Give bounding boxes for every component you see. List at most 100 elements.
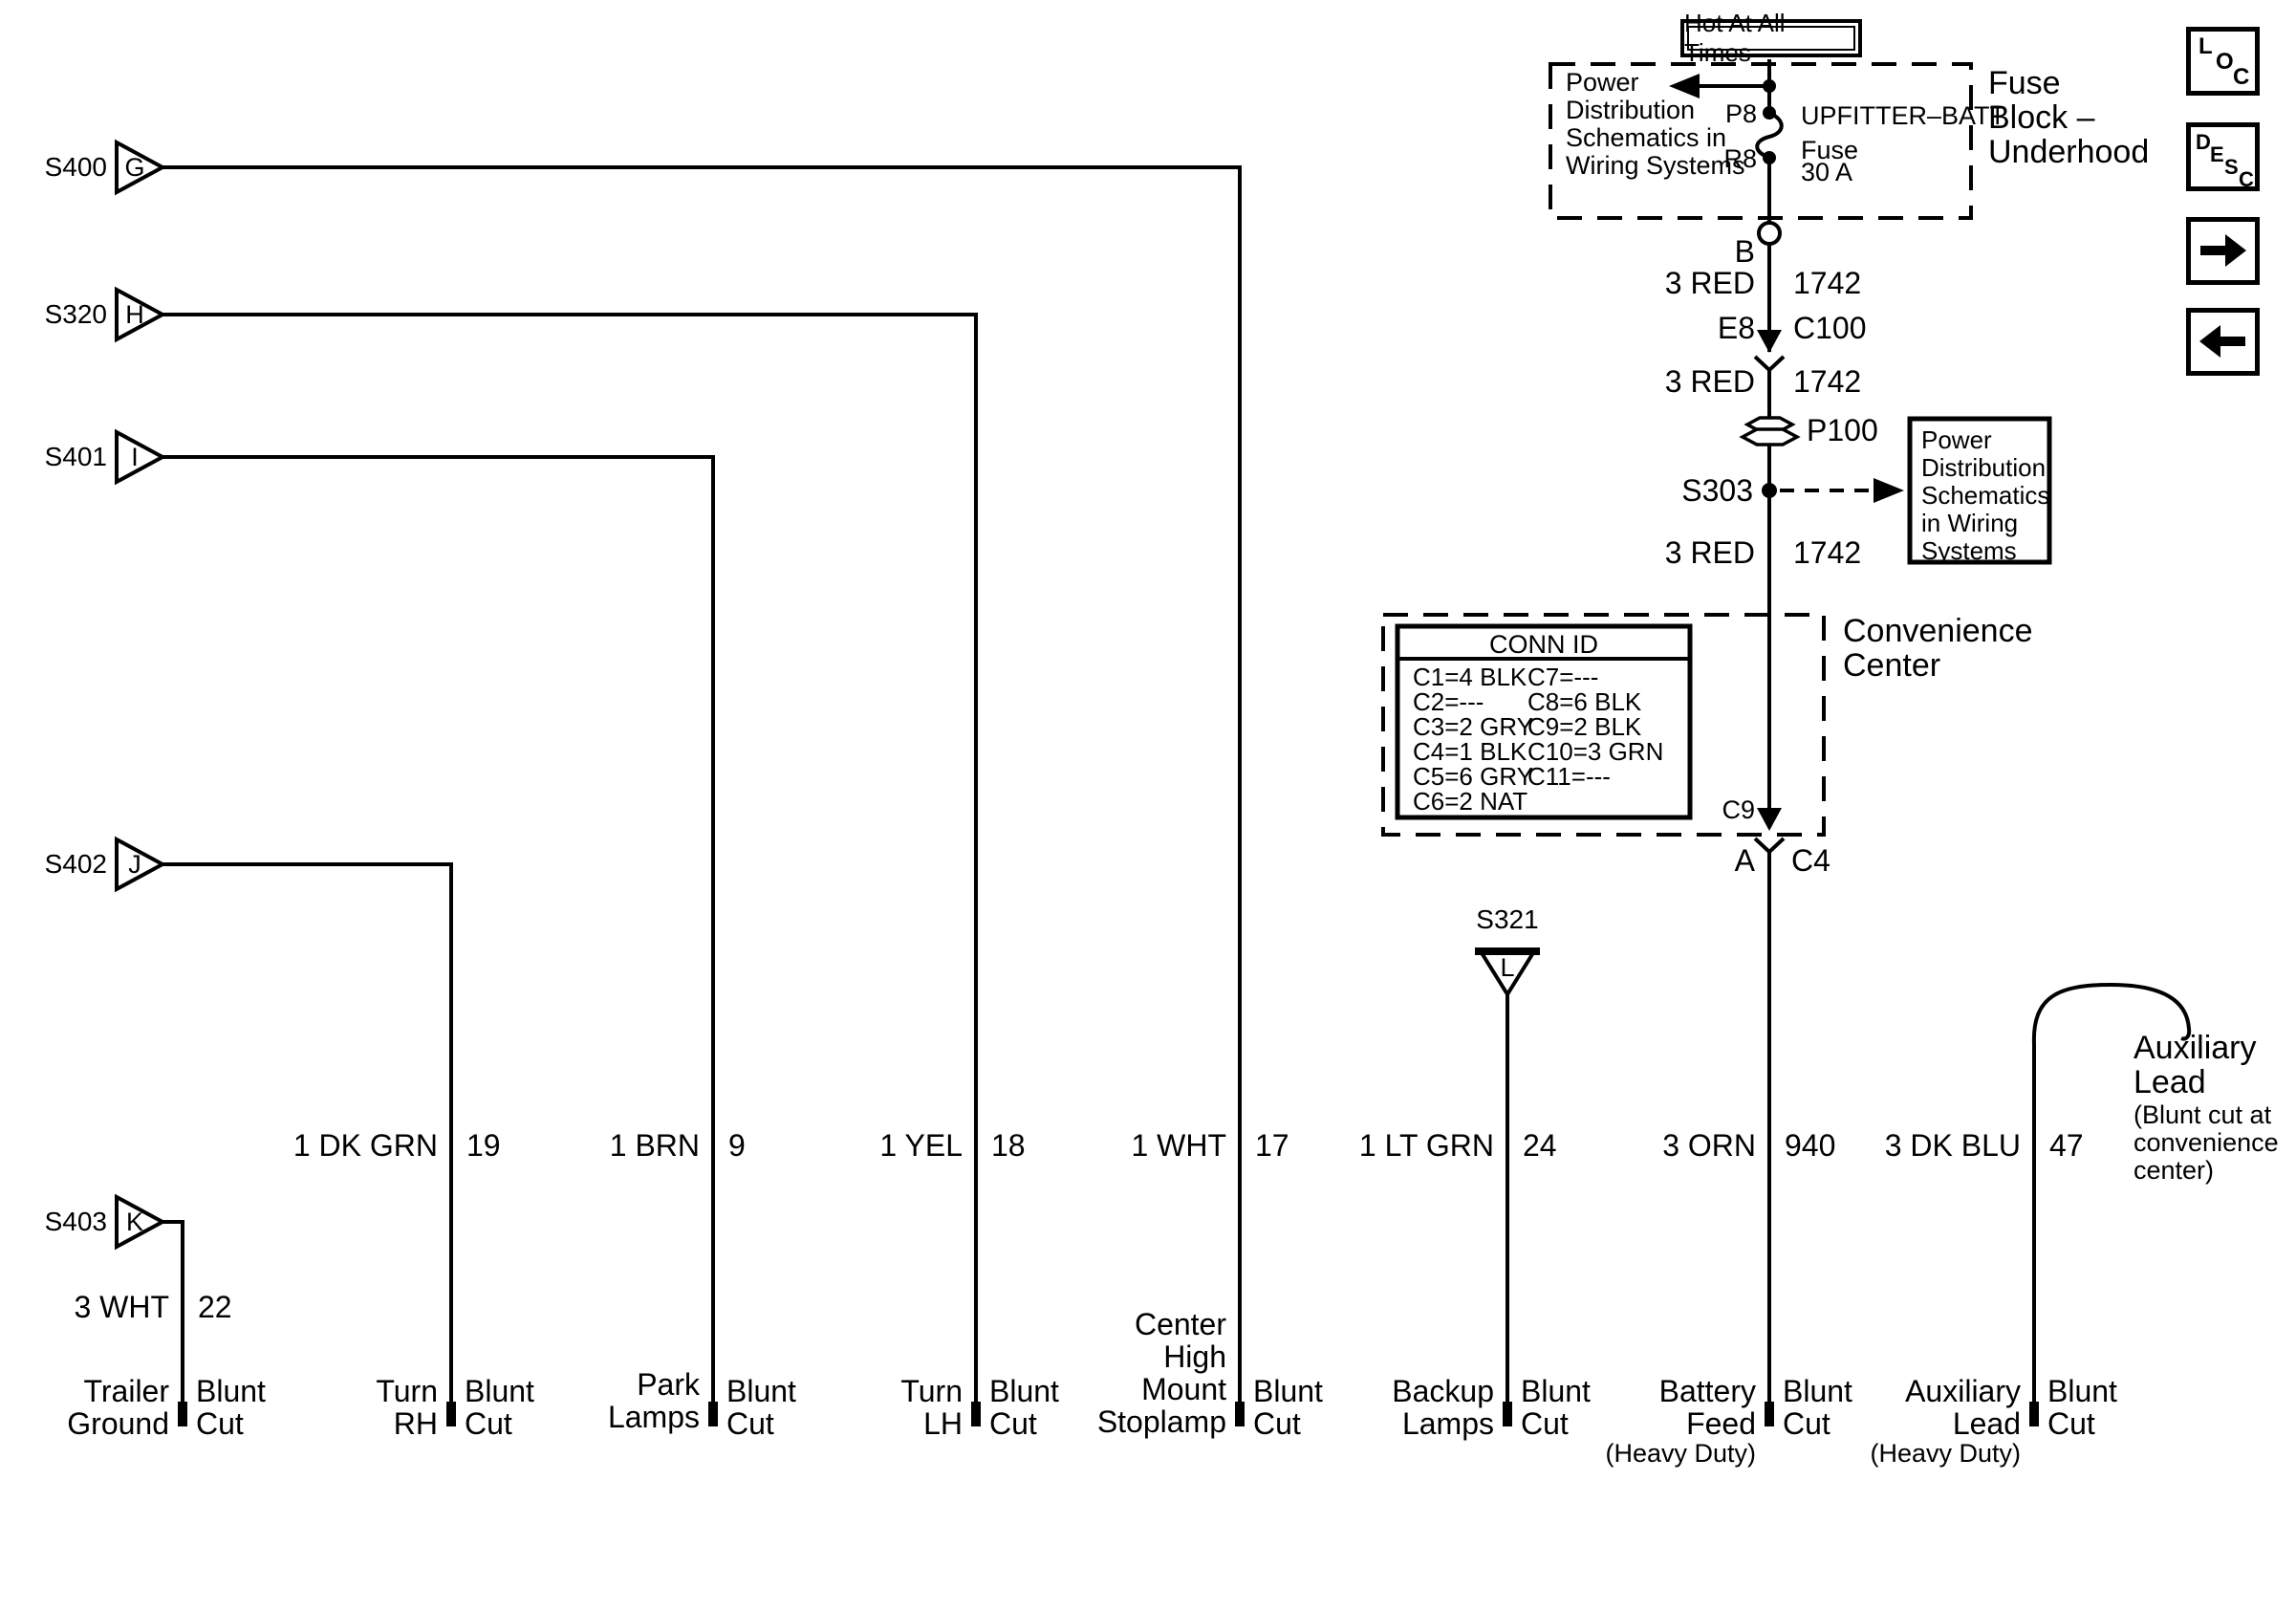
- fuse-block-title-line: Block –: [1988, 99, 2095, 136]
- termination-label: Blunt: [465, 1374, 534, 1408]
- splice-letter: L: [1500, 953, 1515, 982]
- circuit-function: LH: [923, 1406, 963, 1441]
- conn-id-entry: C5=6 GRY: [1413, 762, 1533, 791]
- circuit-function: Stoplamp: [1096, 1404, 1226, 1439]
- hot-box-inner-border: [1687, 26, 1855, 51]
- ref-note-line: Distribution: [1921, 453, 2047, 482]
- grommet-label: P100: [1807, 413, 1878, 447]
- splice-letter: K: [125, 1208, 143, 1236]
- ref-note-line: Schematics: [1921, 481, 2050, 510]
- wire-color-label: 3 ORN: [1662, 1128, 1756, 1163]
- circuit-function-note: (Heavy Duty): [1605, 1439, 1756, 1468]
- wire-turn-rh: [162, 862, 453, 1404]
- circuit-function: Turn: [900, 1374, 963, 1408]
- loc-letter: O: [2216, 49, 2234, 75]
- circuit-number: 1742: [1793, 266, 1862, 300]
- splice-letter: I: [131, 443, 139, 471]
- circuit-function-note: (Heavy Duty): [1870, 1439, 2021, 1468]
- circuit-function: Center: [1134, 1307, 1226, 1341]
- fuse-pin-r8: R8: [1723, 144, 1757, 173]
- conn-id-entry: C7=---: [1527, 663, 1599, 691]
- termination-label: Cut: [1253, 1406, 1301, 1441]
- circuit-function: Feed: [1686, 1406, 1756, 1441]
- wire-color-label: 1 DK GRN: [292, 1128, 438, 1163]
- back-button[interactable]: [2186, 308, 2260, 376]
- conn-id-entry: C10=3 GRN: [1527, 737, 1664, 766]
- splice-triangle-s320: [115, 286, 167, 343]
- fuse-note-line: Power: [1566, 68, 1639, 97]
- circuit-function: RH: [393, 1406, 438, 1441]
- wire-color-label: 1 BRN: [609, 1128, 700, 1163]
- wire-color-label: 1 LT GRN: [1358, 1128, 1494, 1163]
- circuit-function: High: [1163, 1339, 1226, 1374]
- splice-id-s400: S400: [44, 152, 107, 182]
- circuit-number: 17: [1255, 1128, 1289, 1163]
- conn-id-entry: C4=1 BLK: [1413, 737, 1527, 766]
- fuse-pin-p8: P8: [1724, 99, 1757, 128]
- circuit-number: 18: [991, 1128, 1026, 1163]
- loc-button[interactable]: L O C: [2186, 27, 2260, 96]
- termination-label: Blunt: [989, 1374, 1059, 1408]
- desc-letter: E: [2210, 142, 2224, 166]
- wire-chmsl: [162, 165, 1242, 1404]
- ref-note-line: Systems: [1921, 536, 2017, 565]
- circuit-function: Lead: [1952, 1406, 2021, 1441]
- splice-id-s401: S401: [44, 442, 107, 471]
- conn-id-entry: C2=---: [1413, 687, 1484, 716]
- grommet-p100-icon: [1739, 427, 1801, 446]
- desc-letter: D: [2196, 130, 2211, 154]
- power-feed-label: Hot At All Times: [1684, 9, 1786, 67]
- circuit-function: Lamps: [1401, 1406, 1494, 1441]
- wire-color-label: 3 RED: [1664, 266, 1755, 300]
- termination-label: Cut: [989, 1406, 1037, 1441]
- circuit-function: Trailer: [83, 1374, 169, 1408]
- termination-label: Blunt: [726, 1374, 796, 1408]
- loc-letter: C: [2233, 64, 2250, 90]
- termination-label: Cut: [2047, 1406, 2095, 1441]
- fuse-note-line: Schematics in: [1566, 123, 1727, 152]
- splice-id-s402: S402: [44, 849, 107, 879]
- connector-pin-label: E8: [1717, 311, 1755, 345]
- wire-park-lamps: [162, 455, 715, 1404]
- wire-color-label: 3 RED: [1664, 535, 1755, 570]
- fuse-note-line: Wiring Systems: [1566, 151, 1745, 180]
- circuit-function: Backup: [1392, 1374, 1494, 1408]
- aux-lead-note-line: center): [2134, 1156, 2215, 1185]
- conn-id-header: CONN ID: [1489, 630, 1598, 659]
- aux-lead-note-line: (Blunt cut at: [2134, 1100, 2272, 1129]
- splice-id-s321: S321: [1476, 904, 1539, 934]
- conn-id-entry: C9=2 BLK: [1527, 712, 1642, 741]
- splice-s303-label: S303: [1681, 473, 1753, 508]
- circuit-number: 9: [728, 1128, 746, 1163]
- wire-color-label: 3 WHT: [74, 1290, 169, 1324]
- conn-id-entry: C8=6 BLK: [1527, 687, 1642, 716]
- s303-ref-arrowhead-icon: [1874, 478, 1904, 503]
- circuit-function: Mount: [1141, 1372, 1226, 1406]
- desc-button[interactable]: D E S C: [2186, 122, 2260, 191]
- splice-letter: H: [125, 300, 144, 329]
- conv-pin-a-label: A: [1734, 843, 1755, 878]
- splice-s303-dot: [1762, 483, 1777, 498]
- splice-triangle-s400: [115, 139, 167, 196]
- termination-label: Blunt: [2047, 1374, 2117, 1408]
- ref-note-line: Power: [1921, 425, 1992, 454]
- splice-triangle-s401: [115, 428, 167, 486]
- circuit-function: Auxiliary: [1905, 1374, 2021, 1408]
- next-button[interactable]: [2186, 217, 2260, 285]
- wire-turn-lh: [162, 313, 978, 1404]
- termination-label: Blunt: [1253, 1374, 1323, 1408]
- splice-triangle-s402: [115, 836, 167, 893]
- power-dist-ref-box: [1907, 416, 2052, 565]
- left-arrow-icon: [2199, 325, 2245, 358]
- aux-lead-note-line: convenience: [2134, 1128, 2279, 1157]
- circuit-number: 1742: [1793, 535, 1862, 570]
- circuit-function: Park: [637, 1367, 700, 1402]
- junction-dot: [1763, 79, 1776, 93]
- termination-label: Blunt: [1783, 1374, 1852, 1408]
- splice-letter: G: [124, 153, 145, 182]
- fuse-name: UPFITTER–BATT: [1801, 101, 2006, 130]
- connector-cup-icon: [1753, 355, 1786, 373]
- conn-id-entry: C6=2 NAT: [1413, 787, 1528, 816]
